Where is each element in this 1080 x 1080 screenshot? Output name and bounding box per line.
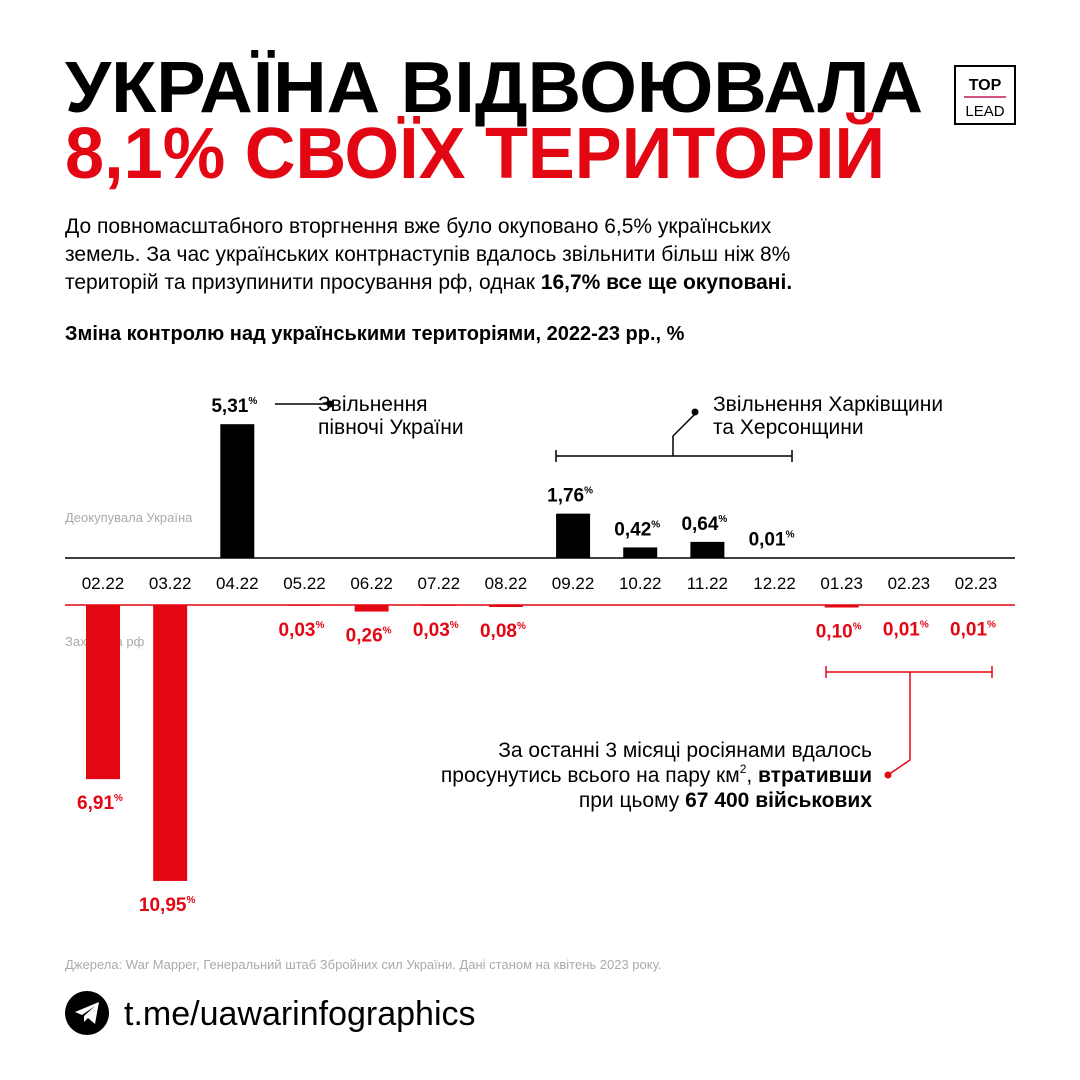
annotation: Звільнення xyxy=(318,393,428,416)
note-text: при цьому xyxy=(579,789,685,812)
bar xyxy=(354,605,389,612)
value-label: 0,64% xyxy=(681,514,727,535)
note-bold: 67 400 військових xyxy=(685,789,872,812)
axis-bubble xyxy=(946,559,1006,604)
axis-bubble xyxy=(744,559,805,604)
intro-text: територій та призупинити просування рф, … xyxy=(65,271,541,294)
telegram-icon xyxy=(65,991,109,1035)
value-label: 0,08% xyxy=(480,621,526,642)
bar xyxy=(488,605,523,608)
telegram-plane xyxy=(75,1002,99,1024)
note-text: , xyxy=(746,764,758,787)
annotation-dot xyxy=(691,408,699,416)
axis-bubble xyxy=(274,559,335,604)
value-label: 0,10% xyxy=(816,622,862,643)
note-bracket xyxy=(825,666,993,776)
note-text: просунутись всього на пару км xyxy=(441,764,740,787)
bar xyxy=(623,547,658,558)
value-label: 0,26% xyxy=(346,626,392,647)
value-label: 0,03% xyxy=(279,620,325,641)
axis-bubble xyxy=(475,559,536,604)
x-tick-label: 03.22 xyxy=(149,574,192,593)
value-label: 0,03% xyxy=(413,620,459,641)
value-label: 0,01% xyxy=(950,619,996,640)
value-label: 0,42% xyxy=(614,519,660,540)
value-label: 10,95% xyxy=(139,895,196,916)
x-tick-label: 08.22 xyxy=(485,574,528,593)
note: при цьому 67 400 військових xyxy=(579,789,872,812)
bar xyxy=(556,513,591,558)
annotation: та Херсонщини xyxy=(713,416,864,439)
x-tick-label: 02.23 xyxy=(955,574,998,593)
annotation-dot xyxy=(326,400,334,408)
series-label: Деокупувала Україна xyxy=(65,510,193,525)
x-tick-label: 10.22 xyxy=(619,574,662,593)
intro-line: територій та призупинити просування рф, … xyxy=(65,271,792,294)
bar xyxy=(824,605,859,608)
x-tick-label: 01.23 xyxy=(820,574,863,593)
bar xyxy=(153,605,188,881)
value-label: 0,01% xyxy=(883,619,929,640)
x-tick-label: 12.22 xyxy=(753,574,796,593)
value-label: 5,31% xyxy=(211,396,257,417)
axis-bubble xyxy=(408,559,469,604)
x-tick-label: 11.22 xyxy=(687,574,728,593)
axis-bubble xyxy=(811,559,872,604)
annotation: півночі України xyxy=(318,416,464,439)
x-tick-label: 02.23 xyxy=(888,574,931,593)
annotation-bracket xyxy=(555,413,793,462)
annotation: Звільнення Харківщини xyxy=(713,393,943,416)
axis-bubble xyxy=(677,559,738,604)
bar xyxy=(220,424,255,558)
x-tick-label: 06.22 xyxy=(350,574,393,593)
value-label: 1,76% xyxy=(547,486,593,507)
intro-bold: 16,7% все ще окуповані. xyxy=(541,271,792,294)
title-line: УКРАЇНА ВІДВОЮВАЛА xyxy=(65,48,923,128)
note-sup: 2 xyxy=(740,762,747,776)
bar xyxy=(86,605,120,780)
chart-title: Зміна контролю над українськими територі… xyxy=(65,323,685,345)
axis-bubble xyxy=(73,559,133,604)
value-label: 0,01% xyxy=(749,530,795,551)
note: За останні 3 місяці росіянами вдалось xyxy=(498,739,872,762)
x-tick-label: 07.22 xyxy=(417,574,460,593)
x-tick-label: 02.22 xyxy=(82,574,125,593)
note-dot xyxy=(884,771,892,779)
axis-bubble xyxy=(207,559,268,604)
axis-bubble xyxy=(878,559,939,604)
value-label: 6,91% xyxy=(77,793,123,814)
x-tick-label: 09.22 xyxy=(552,574,595,593)
bar xyxy=(690,541,725,558)
source: Джерела: War Mapper, Генеральний штаб Зб… xyxy=(65,957,661,972)
x-tick-label: 04.22 xyxy=(216,574,259,593)
logo-text: LEAD xyxy=(965,103,1004,120)
logo-text: TOP xyxy=(969,77,1002,94)
note-bold: втративши xyxy=(758,764,872,787)
axis-bubble xyxy=(543,559,604,604)
x-tick-label: 05.22 xyxy=(283,574,326,593)
intro-line: земель. За час українських контрнаступів… xyxy=(65,243,790,266)
note: просунутись всього на пару км2, втративш… xyxy=(441,762,872,787)
title-line: 8,1% СВОЇХ ТЕРИТОРІЙ xyxy=(65,112,885,194)
bar xyxy=(287,605,322,606)
axis-bubble xyxy=(610,559,671,604)
axis-bubble xyxy=(341,559,402,604)
link[interactable]: t.me/uawarinfographics xyxy=(124,995,476,1033)
bar xyxy=(421,605,456,606)
axis-bubble xyxy=(140,559,201,604)
logo-box xyxy=(954,65,1016,125)
intro-line: До повномасштабного вторгнення вже було … xyxy=(65,215,772,238)
